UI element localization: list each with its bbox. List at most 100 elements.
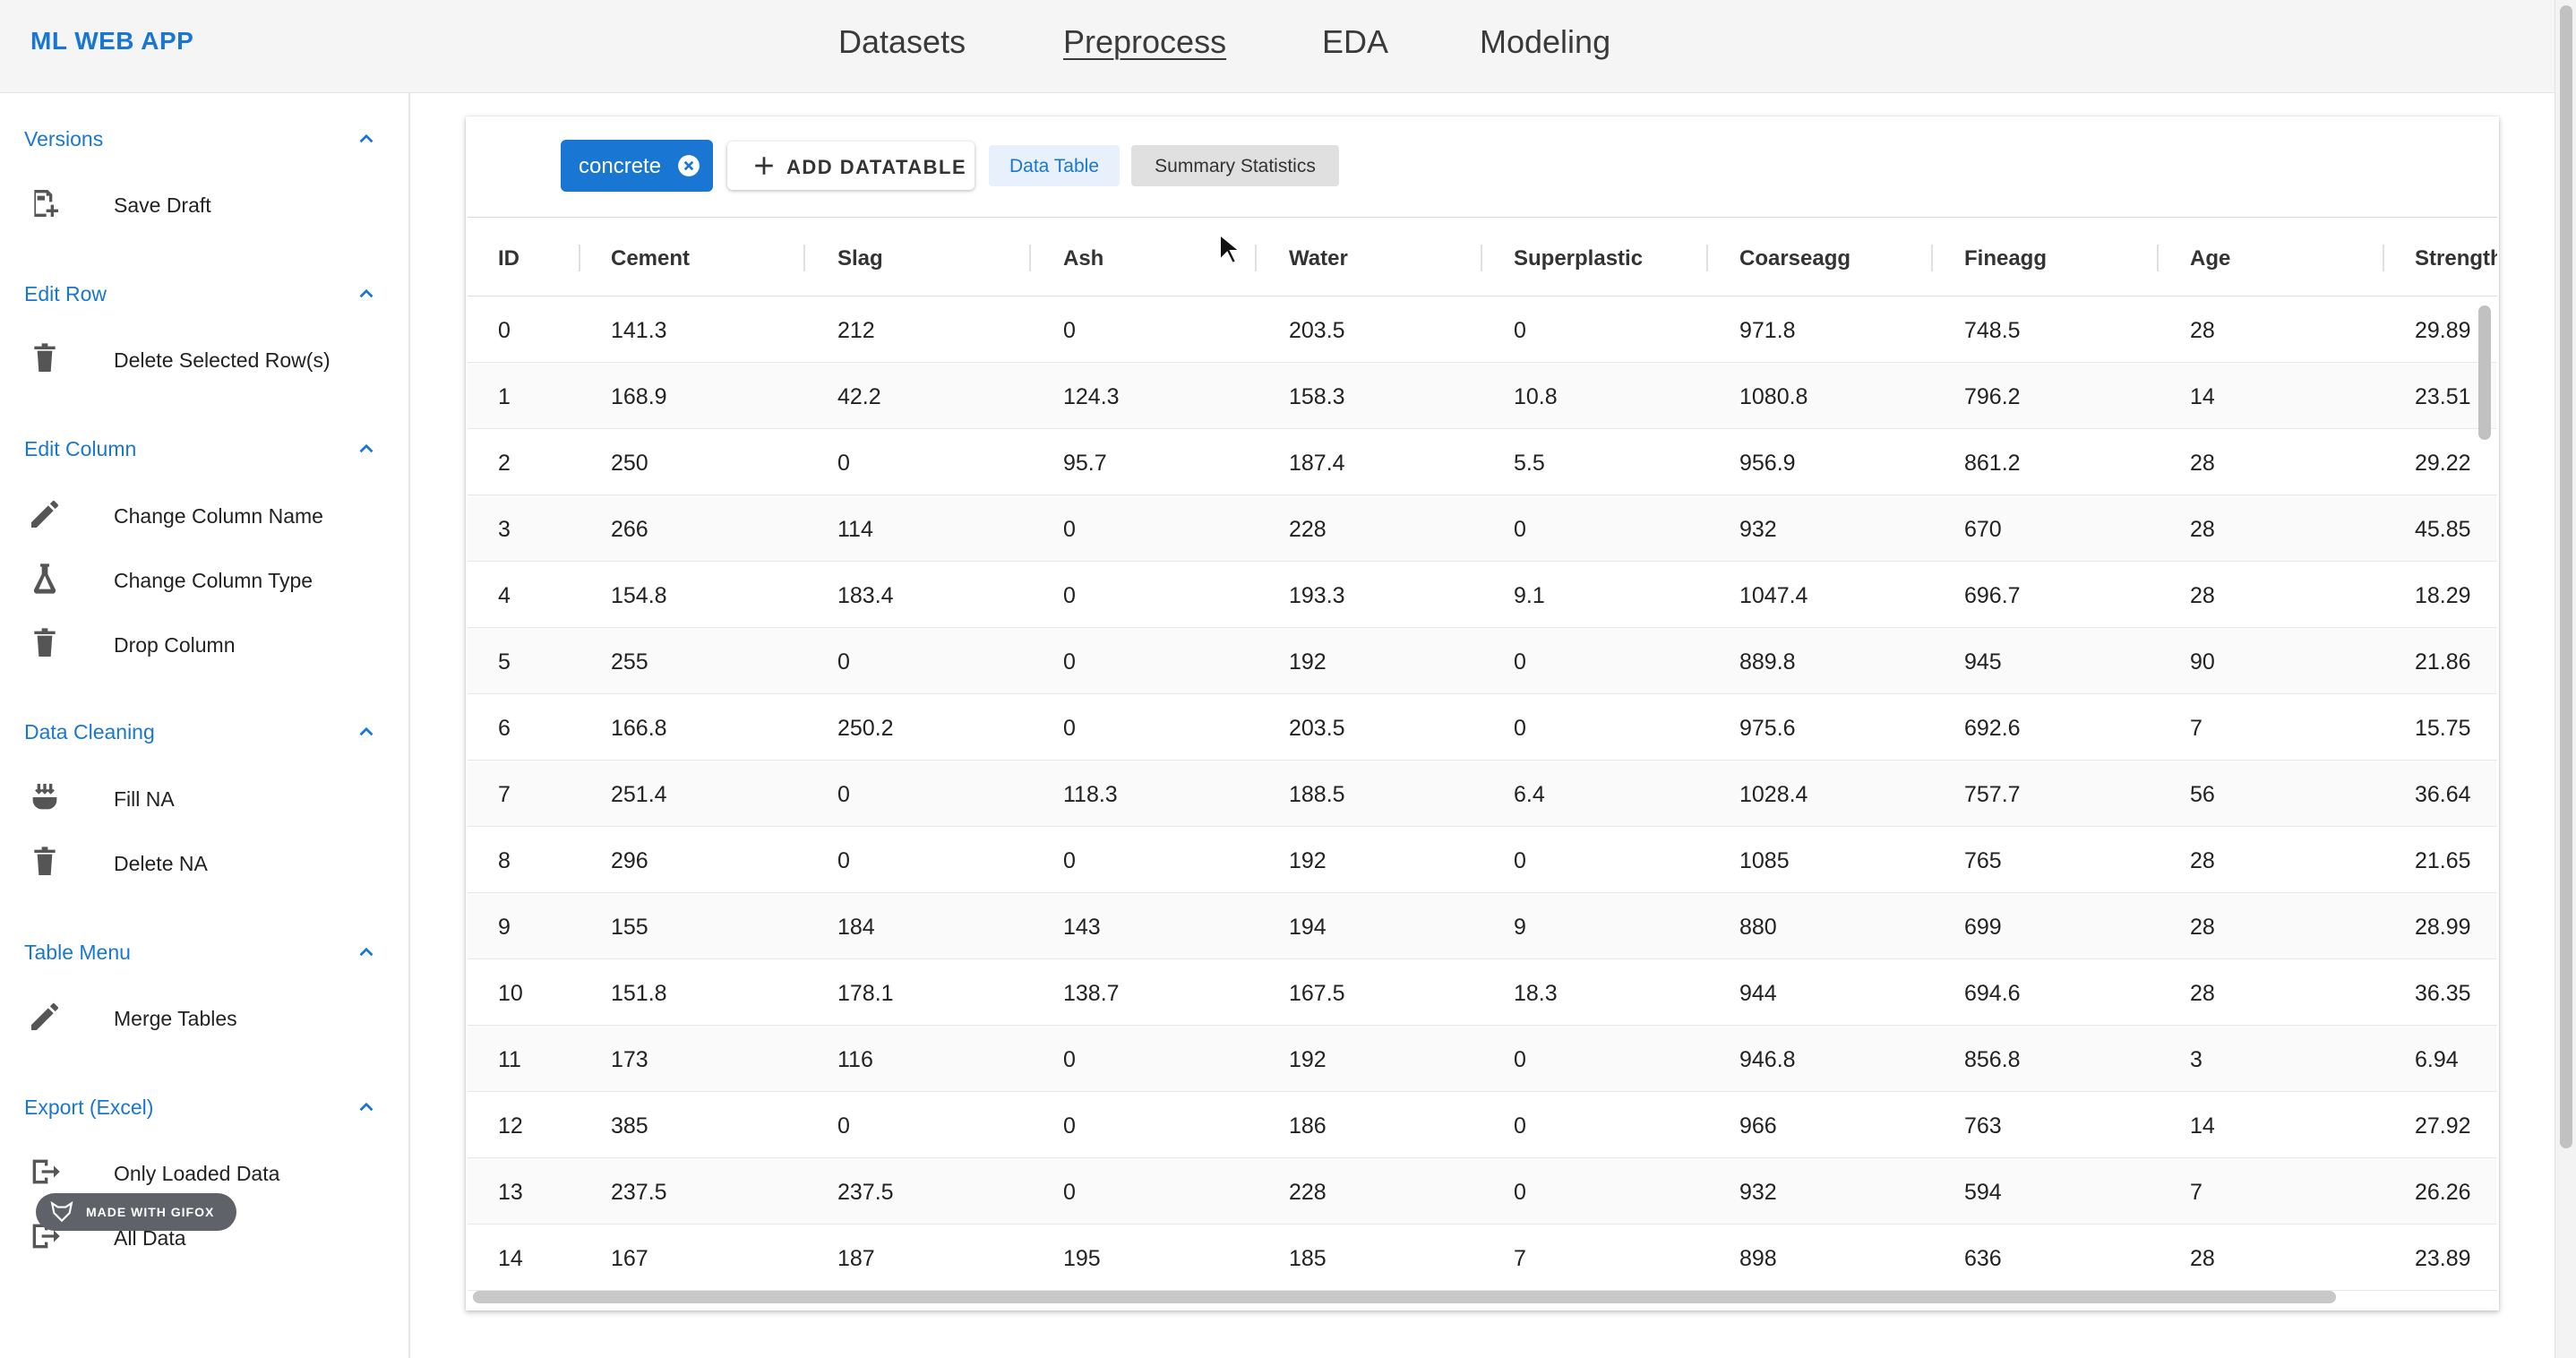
vertical-scrollbar[interactable] — [2478, 305, 2491, 440]
merge-tables-button[interactable]: Merge Tables — [0, 988, 410, 1045]
table-cell[interactable]: 141.3 — [611, 318, 667, 343]
delete-na-button[interactable]: Delete NA — [0, 833, 410, 890]
table-cell[interactable]: 250 — [611, 451, 648, 476]
table-cell[interactable]: 18.29 — [2415, 583, 2471, 608]
close-icon[interactable] — [677, 154, 700, 177]
table-cell[interactable]: 14 — [2190, 1113, 2215, 1139]
table-cell[interactable]: 28.99 — [2415, 915, 2471, 940]
table-cell[interactable]: 7 — [1514, 1246, 1526, 1271]
table-cell[interactable]: 251.4 — [611, 782, 667, 807]
table-cell[interactable]: 26.26 — [2415, 1180, 2471, 1205]
table-cell[interactable]: 0 — [1063, 716, 1076, 741]
section-export-title[interactable]: Export (Excel) — [24, 1096, 154, 1119]
table-cell[interactable]: 124.3 — [1063, 384, 1120, 409]
table-cell[interactable]: 56 — [2190, 782, 2215, 807]
table-cell[interactable]: 143 — [1063, 915, 1101, 940]
table-cell[interactable]: 195 — [1063, 1246, 1101, 1271]
table-cell[interactable]: 932 — [1739, 517, 1777, 542]
column-separator[interactable] — [1706, 245, 1708, 271]
table-cell[interactable]: 0 — [1063, 848, 1076, 873]
table-cell[interactable]: 45.85 — [2415, 517, 2471, 542]
table-cell[interactable]: 9 — [498, 915, 511, 940]
table-cell[interactable]: 6 — [498, 716, 511, 741]
table-cell[interactable]: 193.3 — [1289, 583, 1345, 608]
table-cell[interactable]: 29.22 — [2415, 451, 2471, 476]
table-cell[interactable]: 11 — [498, 1047, 521, 1072]
table-cell[interactable]: 192 — [1289, 848, 1327, 873]
table-row[interactable]: 1 168.9 42.2 124.3 158.3 10.8 1080.8 796.2 14 23.… — [468, 363, 2497, 429]
table-cell[interactable]: 0 — [837, 1113, 850, 1139]
table-cell[interactable]: 13 — [498, 1180, 523, 1205]
table-cell[interactable]: 0 — [1514, 1180, 1526, 1205]
table-cell[interactable]: 296 — [611, 848, 648, 873]
table-cell[interactable]: 21.86 — [2415, 649, 2471, 675]
table-cell[interactable]: 10.8 — [1514, 384, 1558, 409]
table-cell[interactable]: 21.65 — [2415, 848, 2471, 873]
table-cell[interactable]: 168.9 — [611, 384, 667, 409]
table-cell[interactable]: 0 — [1063, 1180, 1076, 1205]
table-cell[interactable]: 29.89 — [2415, 318, 2471, 343]
table-cell[interactable]: 796.2 — [1964, 384, 2021, 409]
table-cell[interactable]: 944 — [1739, 981, 1777, 1006]
table-cell[interactable]: 8 — [498, 848, 511, 873]
table-cell[interactable]: 0 — [1514, 318, 1526, 343]
table-cell[interactable]: 0 — [837, 848, 850, 873]
table-cell[interactable]: 184 — [837, 915, 875, 940]
table-cell[interactable]: 0 — [1063, 318, 1076, 343]
table-row[interactable]: 8 296 0 0 192 0 1085 765 28 21.65 — [468, 827, 2497, 893]
section-versions-title[interactable]: Versions — [24, 127, 104, 150]
table-cell[interactable]: 696.7 — [1964, 583, 2021, 608]
table-cell[interactable]: 6.4 — [1514, 782, 1545, 807]
table-cell[interactable]: 594 — [1964, 1180, 2002, 1205]
column-header[interactable]: Superplastic — [1514, 246, 1644, 271]
table-cell[interactable]: 14 — [2190, 384, 2215, 409]
table-row[interactable]: 13 237.5 237.5 0 228 0 932 594 7 26.26 — [468, 1158, 2497, 1225]
table-cell[interactable]: 4 — [498, 583, 511, 608]
table-cell[interactable]: 975.6 — [1739, 716, 1796, 741]
column-header[interactable]: Age — [2190, 246, 2231, 271]
table-cell[interactable]: 114 — [837, 517, 873, 542]
table-cell[interactable]: 0 — [1063, 1113, 1076, 1139]
nav-modeling[interactable]: Modeling — [1480, 23, 1611, 60]
table-cell[interactable]: 956.9 — [1739, 451, 1796, 476]
table-cell[interactable]: 0 — [1063, 583, 1076, 608]
table-cell[interactable]: 151.8 — [611, 981, 667, 1006]
table-cell[interactable]: 186 — [1289, 1113, 1327, 1139]
column-separator[interactable] — [2157, 245, 2159, 271]
table-cell[interactable]: 945 — [1964, 649, 2002, 675]
chevron-up-icon[interactable] — [355, 127, 378, 150]
table-cell[interactable]: 1047.4 — [1739, 583, 1808, 608]
table-cell[interactable]: 18.3 — [1514, 981, 1558, 1006]
page-scrollbar-thumb[interactable] — [2560, 5, 2572, 1148]
table-cell[interactable]: 0 — [1514, 649, 1526, 675]
column-header[interactable]: ID — [498, 246, 519, 271]
table-cell[interactable]: 636 — [1964, 1246, 2002, 1271]
nav-datasets[interactable]: Datasets — [838, 23, 966, 60]
table-cell[interactable]: 28 — [2190, 318, 2215, 343]
table-cell[interactable]: 9 — [1514, 915, 1526, 940]
table-cell[interactable]: 0 — [1514, 848, 1526, 873]
app-brand[interactable]: ML WEB APP — [30, 27, 194, 55]
section-edit-column-title[interactable]: Edit Column — [24, 437, 137, 460]
delete-selected-rows-button[interactable]: Delete Selected Row(s) — [0, 330, 410, 387]
column-separator[interactable] — [1255, 245, 1257, 271]
add-datatable-button[interactable]: ADD DATATABLE — [727, 142, 975, 190]
table-row[interactable]: 10 151.8 178.1 138.7 167.5 18.3 944 694.6 28 36.3… — [468, 959, 2497, 1026]
table-cell[interactable]: 28 — [2190, 1246, 2215, 1271]
column-separator[interactable] — [579, 245, 580, 271]
table-cell[interactable]: 28 — [2190, 981, 2215, 1006]
table-cell[interactable]: 266 — [611, 517, 648, 542]
table-cell[interactable]: 192 — [1289, 1047, 1327, 1072]
table-cell[interactable]: 1028.4 — [1739, 782, 1808, 807]
nav-eda[interactable]: EDA — [1322, 23, 1389, 60]
table-cell[interactable]: 228 — [1289, 1180, 1327, 1205]
table-cell[interactable]: 880 — [1739, 915, 1777, 940]
table-cell[interactable]: 14 — [498, 1246, 523, 1271]
column-header[interactable]: Fineagg — [1964, 246, 2048, 271]
table-cell[interactable]: 692.6 — [1964, 716, 2021, 741]
table-cell[interactable]: 23.51 — [2415, 384, 2471, 409]
table-cell[interactable]: 167.5 — [1289, 981, 1345, 1006]
section-edit-row-title[interactable]: Edit Row — [24, 282, 107, 305]
horizontal-scrollbar[interactable] — [473, 1291, 2336, 1303]
column-separator[interactable] — [2383, 245, 2384, 271]
